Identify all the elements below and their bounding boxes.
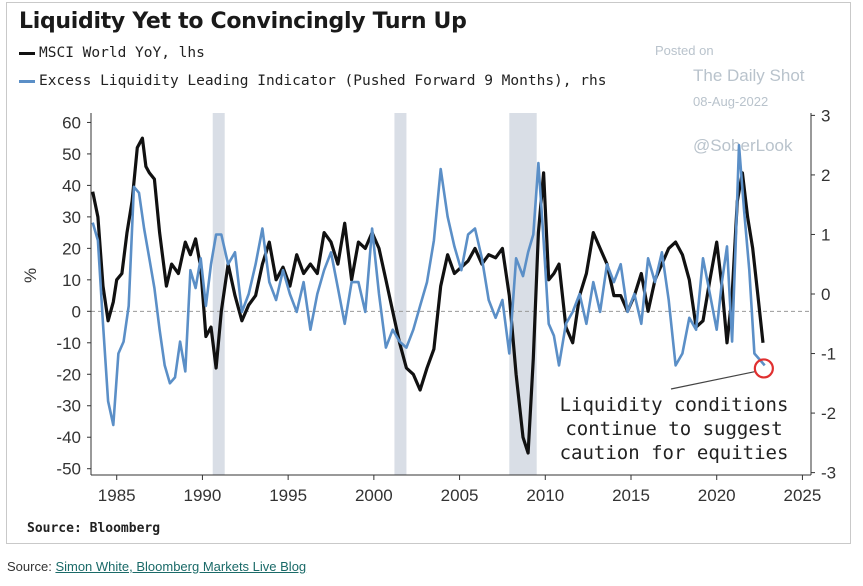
left-tick-label: -30	[56, 397, 81, 416]
left-tick-label: 10	[62, 271, 81, 290]
right-tick-label: 1	[821, 225, 830, 244]
chart-plot: 6050403020100-10-20-30-40-503210-1-2-319…	[56, 106, 836, 505]
left-tick-label: -20	[56, 365, 81, 384]
x-tick-label: 1990	[184, 486, 222, 505]
legend-label-msci: MSCI World YoY, lhs	[39, 45, 205, 61]
watermark-date: 08-Aug-2022	[693, 94, 769, 109]
left-tick-label: 40	[62, 176, 81, 195]
right-tick-label: -1	[821, 345, 836, 364]
x-tick-label: 2025	[784, 486, 822, 505]
page-source-prefix: Source:	[7, 559, 52, 574]
watermark-posted-on: Posted on	[655, 43, 714, 58]
x-tick-label: 1995	[269, 486, 307, 505]
chart-source: Source: Bloomberg	[27, 521, 161, 536]
x-tick-label: 1985	[98, 486, 136, 505]
legend-swatch-msci	[19, 51, 35, 55]
x-tick-label: 2005	[441, 486, 479, 505]
page-source-link[interactable]: Simon White, Bloomberg Markets Live Blog	[55, 559, 307, 574]
annotation-text-line: caution for equities	[560, 442, 789, 464]
x-tick-label: 2015	[612, 486, 650, 505]
left-tick-label: 30	[62, 208, 81, 227]
left-tick-label: 20	[62, 239, 81, 258]
x-tick-label: 2010	[526, 486, 564, 505]
legend-label-liquidity: Excess Liquidity Leading Indicator (Push…	[39, 73, 607, 89]
page-source: Source: Simon White, Bloomberg Markets L…	[7, 559, 306, 574]
left-tick-label: -10	[56, 334, 81, 353]
annotation-leader-line	[670, 370, 756, 390]
right-tick-label: 3	[821, 106, 830, 125]
left-tick-label: -40	[56, 428, 81, 447]
legend-item-liquidity: Excess Liquidity Leading Indicator (Push…	[19, 73, 606, 89]
legend-item-msci: MSCI World YoY, lhs	[19, 45, 205, 61]
right-tick-label: -2	[821, 404, 836, 423]
recession-band-1	[212, 113, 225, 475]
annotation-marker-circle	[753, 358, 774, 379]
annotation-text-line: continue to suggest	[565, 418, 782, 440]
right-tick-label: -3	[821, 464, 836, 483]
recession-band-2	[394, 113, 407, 475]
annotation-text-line: Liquidity conditions	[560, 394, 789, 416]
chart-frame: Liquidity Yet to Convincingly Turn Up MS…	[6, 2, 851, 544]
left-tick-label: -50	[56, 460, 81, 479]
left-tick-label: 50	[62, 145, 81, 164]
left-tick-label: 60	[62, 113, 81, 132]
x-tick-label: 2020	[698, 486, 736, 505]
legend-swatch-liquidity	[19, 79, 35, 83]
left-tick-label: 0	[72, 302, 81, 321]
x-tick-label: 2000	[355, 486, 393, 505]
watermark-handle: @SoberLook	[693, 136, 793, 155]
chart-title: Liquidity Yet to Convincingly Turn Up	[19, 9, 467, 34]
series-line-liquidity	[91, 143, 766, 427]
right-tick-label: 2	[821, 166, 830, 185]
watermark-site: The Daily Shot	[693, 66, 805, 85]
right-tick-label: 0	[821, 285, 830, 304]
